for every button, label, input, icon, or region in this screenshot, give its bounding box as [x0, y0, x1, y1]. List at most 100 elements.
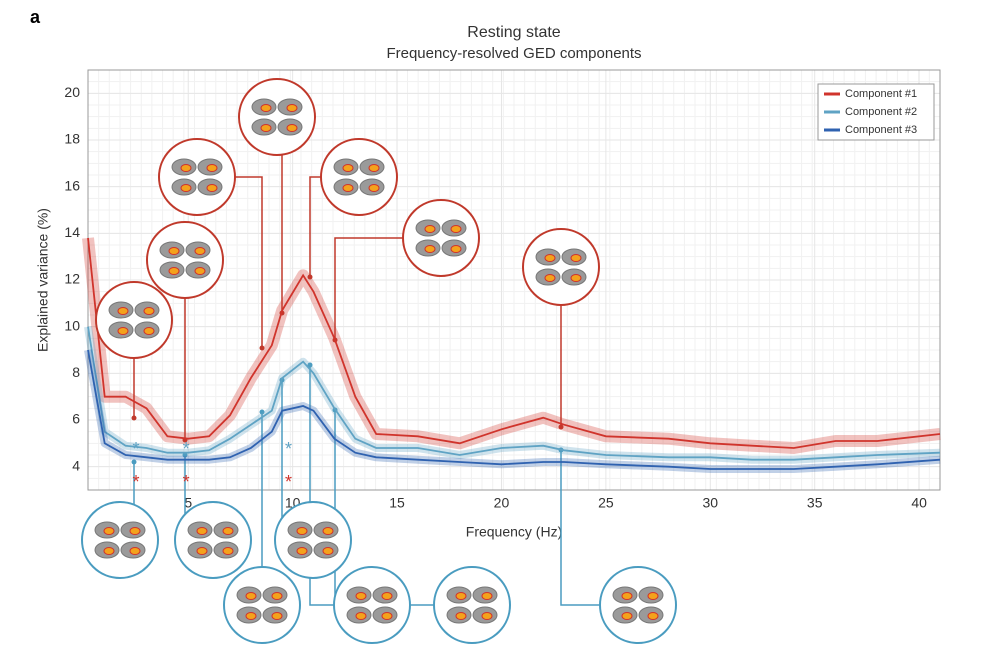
callout-circle [402, 199, 480, 277]
x-tick-label: 25 [598, 495, 614, 511]
activation [647, 612, 659, 620]
callout-point [307, 274, 313, 280]
x-tick-label: 35 [807, 495, 823, 511]
brain-callout [238, 78, 316, 156]
activation [260, 104, 272, 112]
activation [196, 547, 208, 555]
brain-callout [433, 566, 511, 644]
activation [570, 254, 582, 262]
activation [621, 612, 633, 620]
activation [129, 527, 141, 535]
callout-point [259, 345, 265, 351]
significance-mark: * [285, 472, 292, 492]
activation [296, 527, 308, 535]
activation [647, 592, 659, 600]
plot-frame [87, 69, 941, 491]
legend-label: Component #3 [845, 124, 917, 136]
callout-circle [81, 501, 159, 579]
activation [455, 612, 467, 620]
brain-callout [333, 566, 411, 644]
activation [481, 612, 493, 620]
callout-circle [522, 228, 600, 306]
y-tick-label: 12 [64, 271, 80, 287]
brain-callout [81, 501, 159, 579]
activation [245, 612, 257, 620]
significance-mark: * [183, 472, 190, 492]
activation [368, 164, 380, 172]
x-tick-label: 15 [389, 495, 405, 511]
activation [103, 527, 115, 535]
callout-circle [174, 501, 252, 579]
activation [271, 592, 283, 600]
significance-mark: * [133, 472, 140, 492]
brain-callout [158, 138, 236, 216]
activation [368, 184, 380, 192]
activation [129, 547, 141, 555]
activation [206, 164, 218, 172]
activation [245, 592, 257, 600]
activation [168, 247, 180, 255]
activation [194, 247, 206, 255]
legend-label: Component #2 [845, 106, 917, 118]
activation [180, 164, 192, 172]
activation [355, 612, 367, 620]
brain-callout [146, 221, 224, 299]
activation [424, 225, 436, 233]
brain-callout [320, 138, 398, 216]
significance-mark: * [285, 439, 292, 459]
callout-circle [599, 566, 677, 644]
callout-point [131, 459, 137, 465]
activation [544, 274, 556, 282]
activation [143, 307, 155, 315]
callout-point [182, 452, 188, 458]
callout-point [131, 415, 137, 421]
activation [196, 527, 208, 535]
activation [222, 527, 234, 535]
y-tick-label: 8 [72, 364, 80, 380]
activation [570, 274, 582, 282]
activation [286, 124, 298, 132]
callout-circle [320, 138, 398, 216]
callout-circle [238, 78, 316, 156]
callout-point [558, 424, 564, 430]
activation [322, 547, 334, 555]
activation [381, 592, 393, 600]
chart-title: Resting state [467, 24, 560, 41]
x-axis-label: Frequency (Hz) [466, 524, 562, 540]
activation [621, 592, 633, 600]
activation [117, 327, 129, 335]
activation [424, 245, 436, 253]
significance-mark: * [183, 439, 190, 459]
activation [260, 124, 272, 132]
activation [355, 592, 367, 600]
activation [450, 225, 462, 233]
activation [296, 547, 308, 555]
activation [286, 104, 298, 112]
x-tick-label: 30 [703, 495, 719, 511]
activation [143, 327, 155, 335]
activation [117, 307, 129, 315]
x-tick-label: 5 [184, 495, 192, 511]
brain-callout [174, 501, 252, 579]
callout-circle [158, 138, 236, 216]
brain-callout [223, 566, 301, 644]
activation [544, 254, 556, 262]
activation [194, 267, 206, 275]
activation [271, 612, 283, 620]
y-tick-label: 14 [64, 224, 80, 240]
y-tick-label: 16 [64, 177, 80, 193]
callout-point [307, 362, 313, 368]
activation [481, 592, 493, 600]
activation [206, 184, 218, 192]
y-tick-label: 6 [72, 411, 80, 427]
y-tick-label: 20 [64, 84, 80, 100]
y-tick-label: 10 [64, 317, 80, 333]
panel-label: a [30, 7, 41, 27]
x-tick-label: 40 [911, 495, 927, 511]
callout-circle [95, 281, 173, 359]
y-tick-label: 4 [72, 457, 80, 473]
callout-circle [433, 566, 511, 644]
y-tick-label: 18 [64, 131, 80, 147]
activation [168, 267, 180, 275]
